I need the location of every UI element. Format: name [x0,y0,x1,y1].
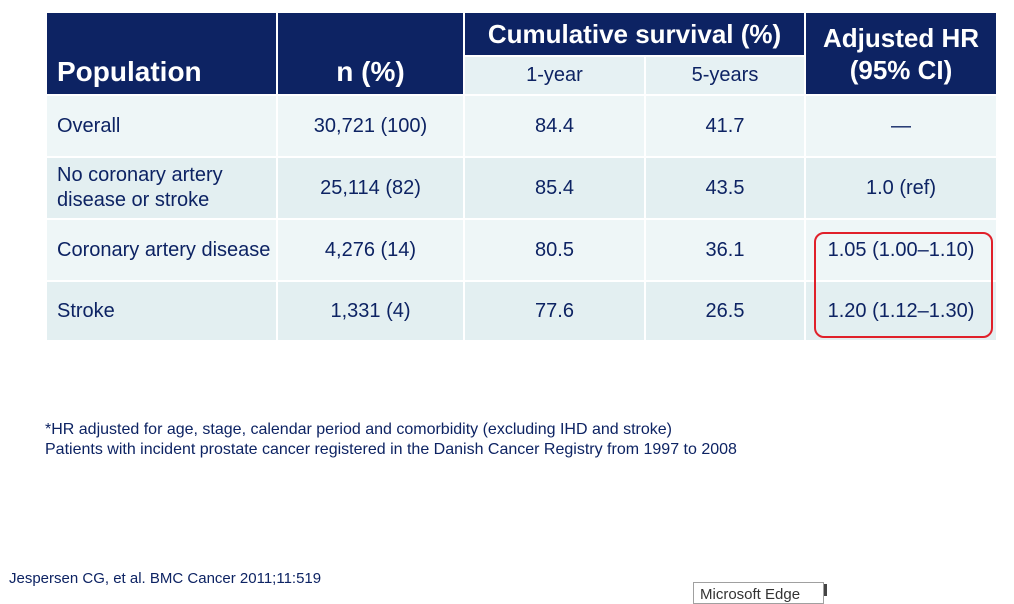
row-no-cad-stroke-1-year: 85.4 [465,158,644,218]
row-stroke-population: Stroke [47,282,276,340]
tooltip-shadow [824,584,827,596]
citation: Jespersen CG, et al. BMC Cancer 2011;11:… [9,570,322,587]
row-no-cad-stroke-5-years: 43.5 [646,158,804,218]
row-cad-n: 4,276 (14) [278,220,463,280]
row-no-cad-stroke-hr: 1.0 (ref) [806,158,996,218]
row-overall-1-year: 84.4 [465,96,644,156]
header-cumulative-survival: Cumulative survival (%) [465,13,804,55]
row-cad-1-year: 80.5 [465,220,644,280]
header-1-year: 1-year [465,57,644,94]
row-cad-population: Coronary artery disease [47,220,276,280]
row-cad-hr: 1.05 (1.00–1.10) [806,220,996,280]
header-population: Population [47,13,276,94]
header-adjusted-hr-line1: Adjusted HR [823,22,979,53]
footnote-line1: *HR adjusted for age, stage, calendar pe… [45,421,672,438]
header-5-years: 5-years [646,57,804,94]
header-adjusted-hr-line2: (95% CI) [849,54,953,85]
footnote-line2: Patients with incident prostate cancer r… [45,441,737,458]
taskbar-tooltip: Microsoft Edge [693,582,824,604]
header-n: n (%) [278,13,463,94]
row-cad-5-years: 36.1 [646,220,804,280]
row-no-cad-stroke-population: No coronary artery disease or stroke [47,158,276,218]
row-stroke-hr: 1.20 (1.12–1.30) [806,282,996,340]
row-stroke-5-years: 26.5 [646,282,804,340]
survival-table: Population n (%) Cumulative survival (%)… [47,13,996,340]
row-stroke-n: 1,331 (4) [278,282,463,340]
hr-highlight-box [814,232,993,338]
row-overall-5-years: 41.7 [646,96,804,156]
row-overall-hr: — [806,96,996,156]
header-adjusted-hr: Adjusted HR (95% CI) [806,13,996,94]
row-overall-population: Overall [47,96,276,156]
footnote: *HR adjusted for age, stage, calendar pe… [45,420,737,460]
row-no-cad-stroke-n: 25,114 (82) [278,158,463,218]
row-stroke-1-year: 77.6 [465,282,644,340]
row-overall-n: 30,721 (100) [278,96,463,156]
